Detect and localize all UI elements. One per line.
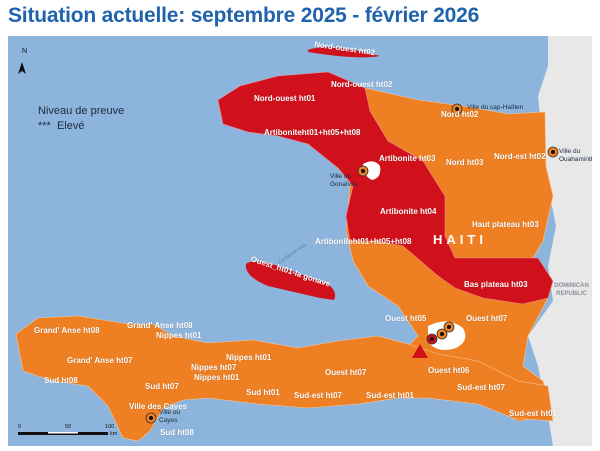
map-shapes (15, 36, 592, 446)
legend: Niveau de preuve *** Elevé (38, 104, 124, 134)
scale-tick: 50 (65, 424, 72, 430)
region-label: Ville des Cayes (129, 402, 188, 411)
camp-triangle-icon (412, 344, 428, 358)
region-label: Nippes ht01 (226, 353, 272, 362)
scale-tick: 100 (105, 424, 115, 430)
map-canvas: N Niveau de preuve *** Elevé Nord-ouest … (8, 36, 592, 446)
region-label: Grand' Anse ht08 (127, 321, 193, 330)
region-label: Artiboniteht01+ht05+ht08 (315, 237, 412, 246)
region-label: Haut plateau ht03 (472, 220, 539, 229)
city-label: Ville du cap-Haïtien (467, 104, 524, 111)
region-south-peninsula (15, 315, 554, 442)
region-label: Sud-est ht07 (457, 383, 506, 392)
legend-level: Elevé (56, 120, 85, 132)
region-label: Sud-est ht01 (509, 409, 558, 418)
city-label: Ville du Ouahaminthe (559, 148, 592, 163)
region-label: Sud ht07 (145, 382, 179, 391)
region-label: Sud-est ht01 (366, 391, 415, 400)
region-label: Nord ht02 (441, 110, 479, 119)
region-label: Artibonite ht03 (379, 154, 436, 163)
region-label: Ouest ht06 (428, 366, 470, 375)
region-label: Nord-est ht02 (494, 152, 546, 161)
neighbor-label: DOMINICAN REPUBLIC (554, 283, 589, 297)
region-label: Grand' Anse ht07 (67, 356, 133, 365)
north-arrow-label: N (22, 48, 28, 55)
north-arrow-icon (18, 62, 26, 74)
region-label: Sud ht08 (160, 428, 194, 437)
region-label: Ouest ht05 (385, 314, 427, 323)
region-label: Grand' Anse ht08 (34, 326, 100, 335)
region-label: Nippes ht01 (194, 373, 240, 382)
city-label: Ville du Gonaïves (330, 173, 358, 188)
region-label: Nord ht03 (446, 158, 484, 167)
region-label: Ouest ht07 (325, 368, 367, 377)
scale-bar (18, 432, 108, 435)
region-label: Nord-ouest ht01 (254, 94, 316, 103)
region-label: Nippes ht07 (191, 363, 237, 372)
region-label: Bas plateau ht03 (464, 280, 528, 289)
region-north-red (217, 71, 554, 305)
country-label: HAITI (433, 232, 487, 247)
region-label: Nippes ht01 (156, 331, 202, 340)
scale-unit: km (110, 431, 118, 437)
region-label: Ouest ht07 (466, 314, 508, 323)
region-label: Sud-est ht07 (294, 391, 343, 400)
legend-heading: Niveau de preuve (38, 105, 125, 117)
gonaives-urban (363, 161, 381, 180)
region-label: Artiboniteht01+ht05+ht08 (264, 128, 361, 137)
region-label: Sud ht08 (44, 376, 78, 385)
map-title: Situation actuelle: septembre 2025 - fév… (8, 4, 480, 27)
region-label: Sud ht01 (246, 388, 280, 397)
scale-tick: 0 (18, 424, 22, 430)
tortuga-island (308, 47, 380, 58)
region-label: Artibonite ht04 (380, 207, 437, 216)
city-label: Ville du Cayes (159, 409, 181, 424)
region-label: Nord-ouest ht02 (331, 80, 393, 89)
la-gonave-island (245, 261, 336, 300)
legend-stars: *** (38, 120, 51, 132)
